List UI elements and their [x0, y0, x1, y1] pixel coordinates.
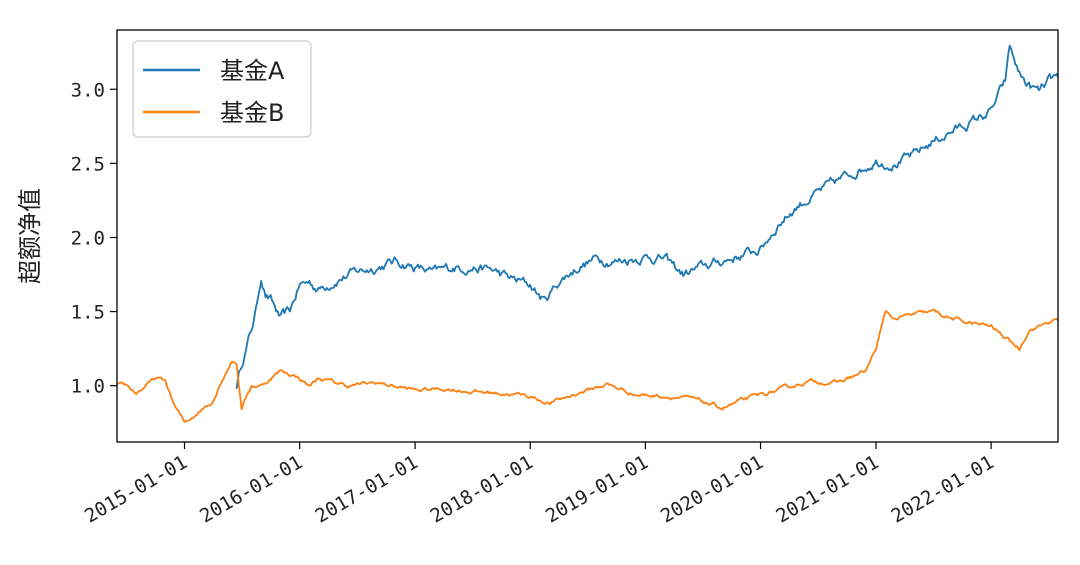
series-line-2 — [117, 308, 1058, 423]
y-tick-label: 1.5 — [71, 302, 105, 324]
y-tick-label: 2.0 — [71, 227, 105, 249]
axes-frame — [116, 29, 1059, 443]
x-tick-label: 2018-01-01 — [427, 451, 537, 527]
x-tick-label: 2022-01-01 — [888, 451, 998, 527]
series-layer — [117, 44, 1058, 423]
y-tick-label: 1.0 — [71, 376, 105, 398]
x-tick-label: 2016-01-01 — [196, 451, 306, 527]
x-tick-label: 2019-01-01 — [542, 451, 652, 527]
x-tick-label: 2020-01-01 — [657, 451, 767, 527]
y-axis-label: 超额净值 — [16, 188, 44, 284]
legend-label-1: 基金A — [220, 57, 285, 85]
y-axis: 1.0 1.5 2.0 2.5 3.0 — [71, 79, 117, 398]
x-tick-label: 2015-01-01 — [81, 451, 191, 527]
series-line-1 — [235, 44, 1058, 389]
y-tick-label: 3.0 — [71, 79, 105, 101]
y-tick-label: 2.5 — [71, 153, 105, 175]
plot-area — [116, 29, 1059, 443]
legend: 基金A 基金B — [132, 40, 312, 138]
x-tick-label: 2017-01-01 — [312, 451, 422, 527]
x-tick-label: 2021-01-01 — [772, 451, 882, 527]
x-axis: 2015-01-01 2016-01-01 2017-01-01 2018-01-01… — [81, 442, 998, 528]
legend-label-2: 基金B — [220, 99, 284, 127]
